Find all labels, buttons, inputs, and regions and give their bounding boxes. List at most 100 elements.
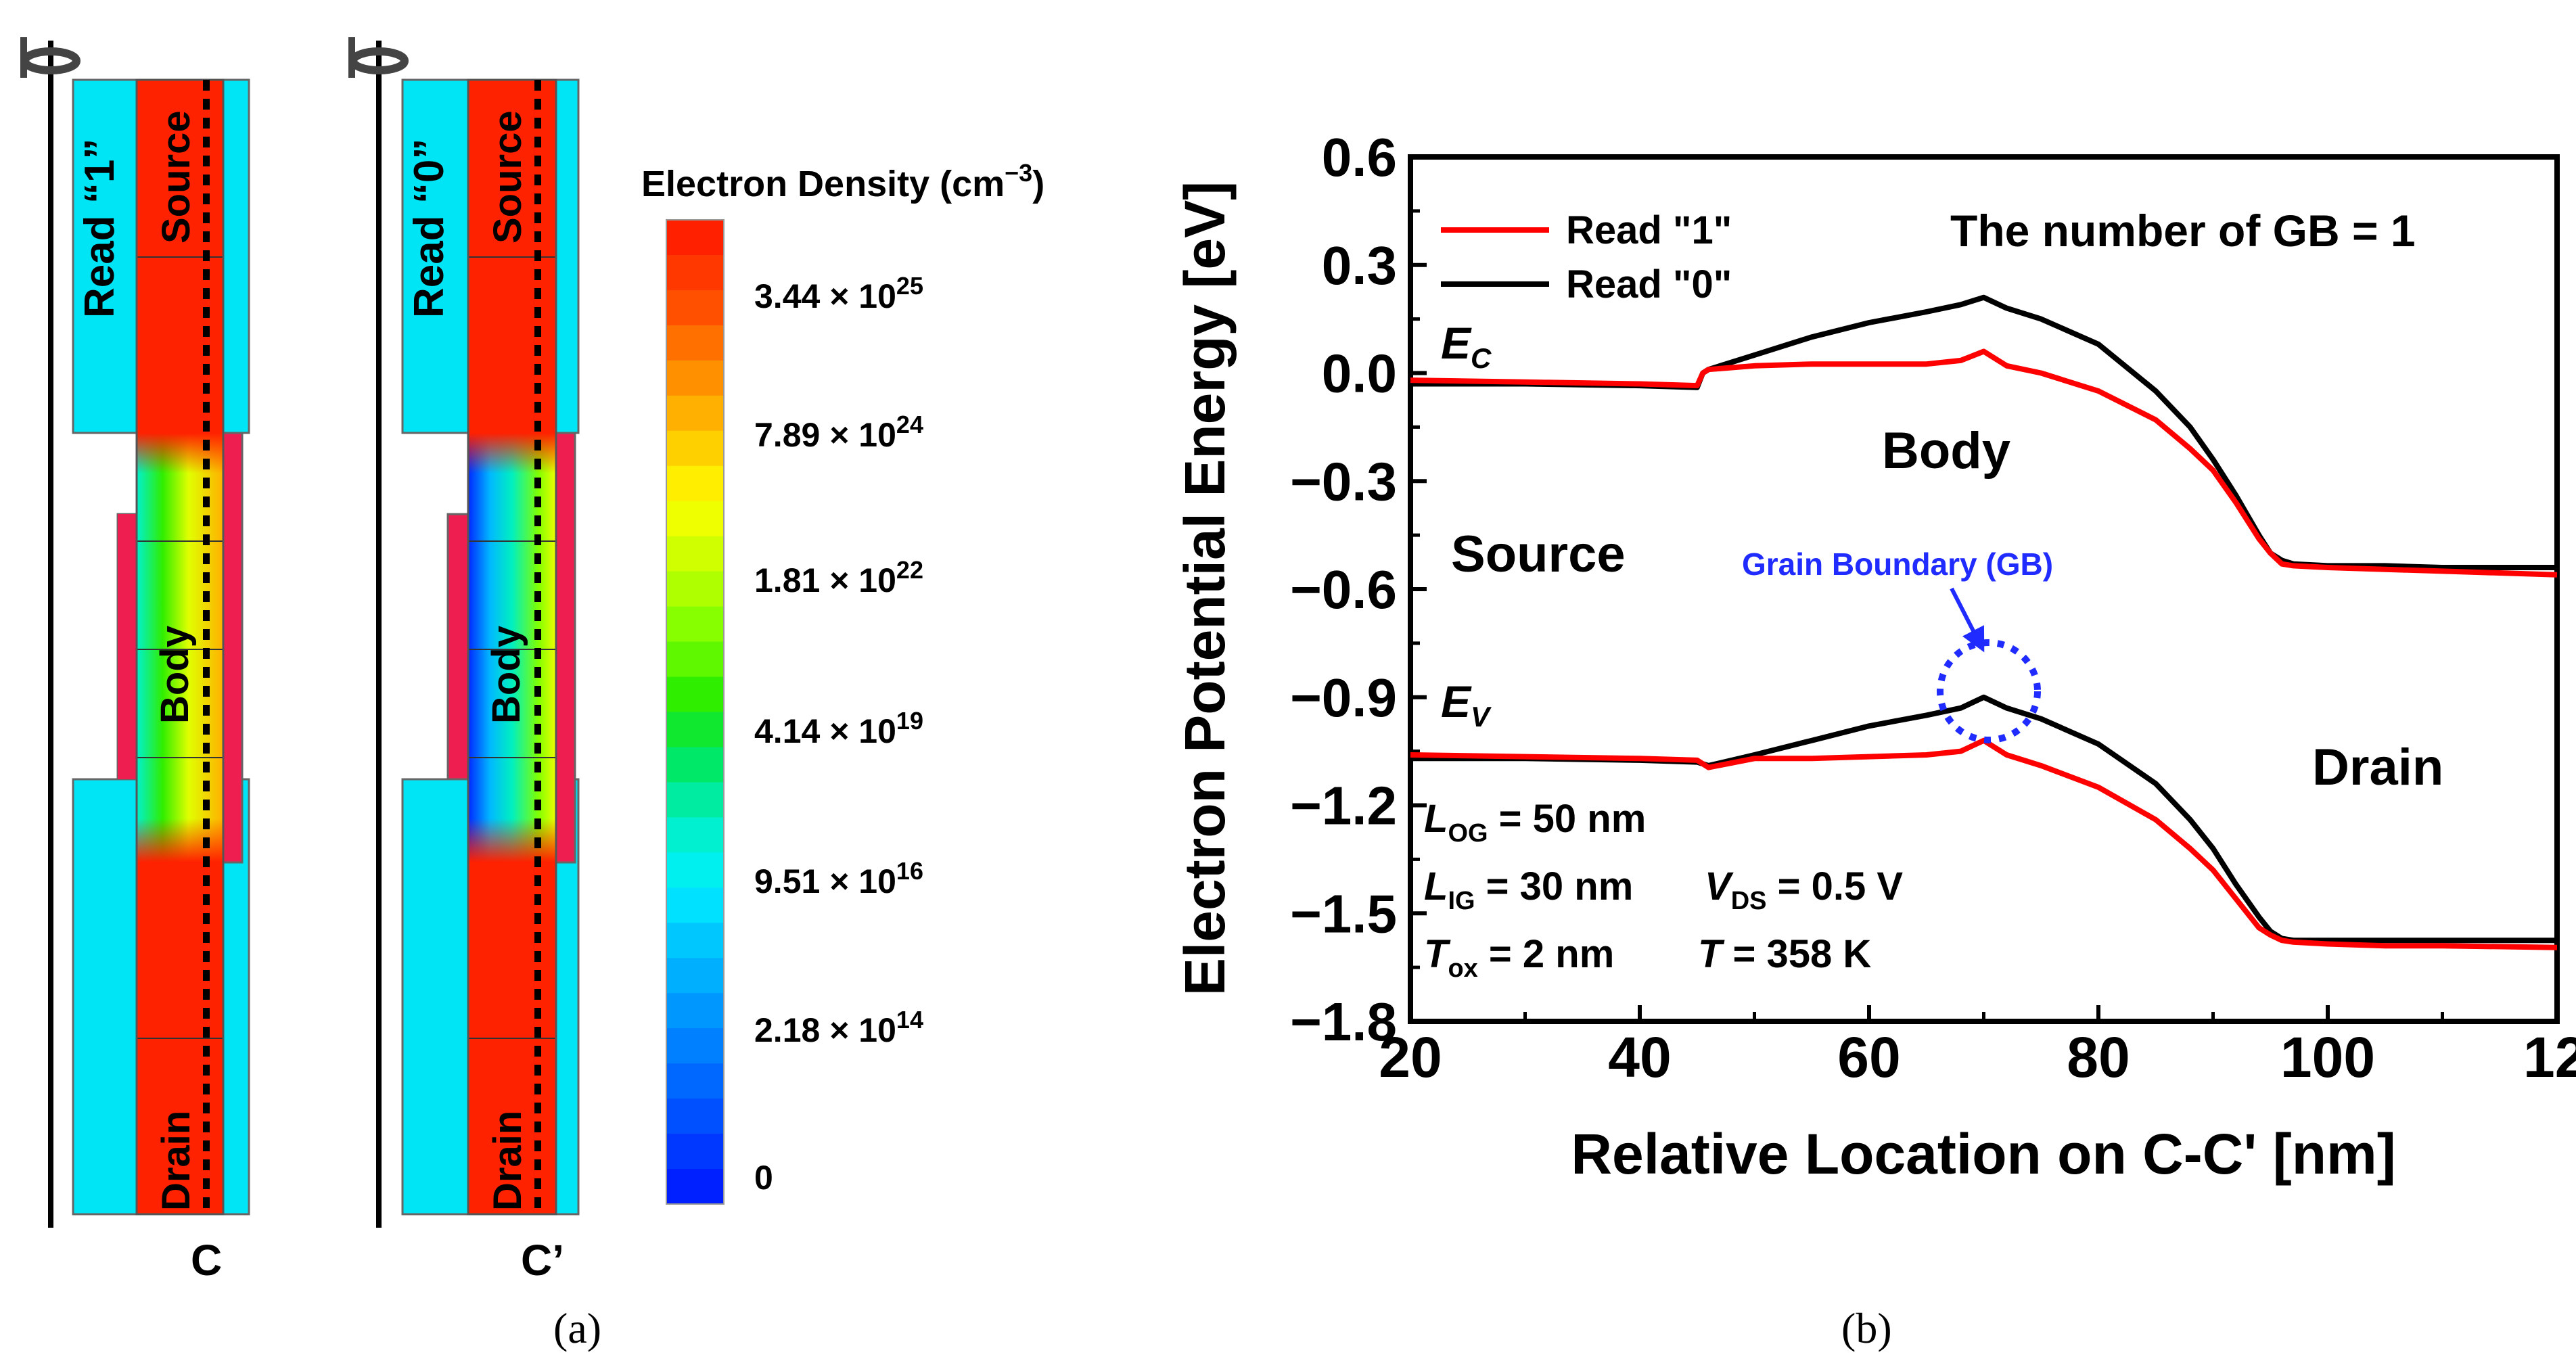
outer-gate <box>446 513 469 781</box>
caption-a: (a) <box>553 1304 601 1352</box>
ec-label: EC <box>1441 318 1492 374</box>
legend: Read "1" Read "0" <box>1441 208 1732 306</box>
chart-title: The number of GB = 1 <box>1950 206 2416 256</box>
colorbar-tick-label: 4.14 × 1019 <box>754 707 923 750</box>
body-label: Body <box>484 626 528 724</box>
param-tox: Tox = 2 nm <box>1424 932 1614 983</box>
colorbar-band <box>666 993 724 1030</box>
colorbar-tick-label: 9.51 × 1016 <box>754 857 923 900</box>
rotation-arrow-icon <box>348 37 409 78</box>
series-line <box>1410 348 2558 578</box>
colorbar-tick-label: 1.81 × 1022 <box>754 556 923 599</box>
colorbar-band <box>666 254 724 291</box>
x-tick-label: 12 <box>2523 1025 2576 1089</box>
colorbar-band <box>666 923 724 959</box>
y-tick-label: −0.6 <box>1290 559 1397 620</box>
device-label: Read “1” <box>76 139 123 318</box>
gb-arrow <box>1950 587 1985 653</box>
body-transition-bottom <box>137 818 223 862</box>
inner-gate <box>222 432 244 864</box>
y-tick-label: −1.2 <box>1290 776 1397 836</box>
colorbar-band <box>666 360 724 396</box>
colorbar-bands <box>666 220 724 1205</box>
parameters: LOG = 50 nm LIG = 30 nm VDS = 0.5 V Tox … <box>1424 797 1903 983</box>
inner-gate <box>555 432 576 864</box>
colorbar-band <box>666 1028 724 1065</box>
outer-gate <box>118 514 138 779</box>
axes: 20 40 60 80 100 12 0.6 0.3 0.0 −0.3 −0.6 −0.9 −1.2 −1… <box>1290 127 2576 1089</box>
colorbar-band <box>666 536 724 572</box>
colorbar-band <box>666 676 724 713</box>
colorbar-title: Electron Density (cm−3) <box>641 159 1044 204</box>
colorbar: Electron Density (cm−3) 3.44 × 1025 7.89 … <box>641 159 1044 1205</box>
colorbar-tick-label: 3.44 × 1025 <box>754 272 923 315</box>
series <box>1410 294 2558 950</box>
x-tick-label: 100 <box>2280 1025 2375 1089</box>
ev-label: EV <box>1441 676 1492 733</box>
gb-label: Grain Boundary (GB) <box>1742 547 2053 582</box>
y-tick-label: 0.0 <box>1322 344 1397 404</box>
source-label: Source <box>154 110 198 244</box>
drain-label: Drain <box>486 1111 530 1211</box>
mesh-lines <box>468 256 556 1039</box>
drain-region-label: Drain <box>2312 739 2443 796</box>
colorbar-tick-label: 0 <box>754 1159 773 1197</box>
source-label: Source <box>486 110 530 244</box>
param-vds: VDS = 0.5 V <box>1705 864 1903 915</box>
column-outline <box>467 78 557 1216</box>
y-tick-label: −0.3 <box>1290 451 1397 511</box>
x-axis-title: Relative Location on C-C' [nm] <box>1571 1122 2395 1186</box>
colorbar-ticks: 3.44 × 1025 7.89 × 1024 1.81 × 1022 4.14 × … <box>754 272 923 1197</box>
panel-a: Read “1” Source Body Drain C <box>20 37 1044 1352</box>
colorbar-band <box>666 1169 724 1205</box>
drain-label: Drain <box>154 1111 198 1211</box>
caption-b: (b) <box>1841 1304 1892 1352</box>
colorbar-band <box>666 958 724 994</box>
y-axis-title: Electron Potential Energy [eV] <box>1173 181 1237 996</box>
colorbar-band <box>666 220 724 256</box>
body-region-label: Body <box>1882 422 2010 480</box>
colorbar-band <box>666 712 724 748</box>
colorbar-band <box>666 887 724 924</box>
y-tick-label: −1.5 <box>1290 883 1397 944</box>
colorbar-band <box>666 290 724 326</box>
colorbar-band <box>666 782 724 818</box>
colorbar-band <box>666 430 724 467</box>
body-transition-bottom <box>468 818 556 862</box>
legend-label-read0: Read "0" <box>1566 262 1732 306</box>
colorbar-band <box>666 852 724 889</box>
device-read1: Read “1” Source Body Drain C <box>20 37 250 1285</box>
y-tick-label: −0.9 <box>1290 668 1397 728</box>
colorbar-band <box>666 1099 724 1135</box>
param-log: LOG = 50 nm <box>1424 797 1646 848</box>
legend-label-read1: Read "1" <box>1566 208 1732 252</box>
source-region-label: Source <box>1451 526 1626 583</box>
colorbar-band <box>666 325 724 361</box>
colorbar-band <box>666 817 724 854</box>
colorbar-outline <box>666 219 724 1205</box>
gb-circle <box>1937 639 2041 743</box>
panel-b: 20 40 60 80 100 12 0.6 0.3 0.0 −0.3 −0.6 −0.9 −1.2 −1… <box>1173 127 2576 1352</box>
cut-label: C’ <box>521 1236 564 1285</box>
device-label: Read “0” <box>406 139 453 318</box>
x-tick-label: 20 <box>1379 1025 1442 1089</box>
x-tick-label: 60 <box>1837 1025 1900 1089</box>
param-t: T = 358 K <box>1698 932 1871 976</box>
body-transition-top <box>468 433 556 473</box>
param-lig: LIG = 30 nm <box>1424 864 1633 915</box>
column-outline <box>135 78 225 1216</box>
body-label: Body <box>153 626 197 724</box>
body-region <box>468 433 556 862</box>
body-transition-top <box>137 433 223 473</box>
colorbar-band <box>666 395 724 432</box>
colorbar-tick-label: 2.18 × 1014 <box>754 1006 923 1049</box>
colorbar-band <box>666 641 724 678</box>
colorbar-band <box>666 1063 724 1100</box>
device-read0: Read “0” Source Body Drain C’ <box>348 37 580 1285</box>
y-tick-label: 0.3 <box>1322 235 1397 296</box>
colorbar-tick-label: 7.89 × 1024 <box>754 411 923 454</box>
rotation-arrow-icon <box>20 37 80 78</box>
y-tick-label: −1.8 <box>1290 992 1397 1052</box>
cut-label: C <box>191 1236 222 1285</box>
